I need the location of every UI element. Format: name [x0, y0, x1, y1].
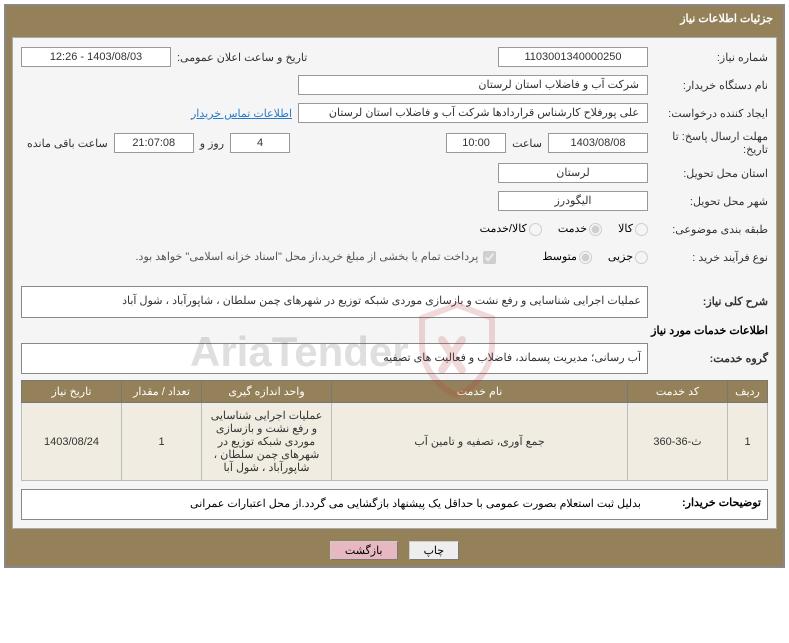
table-row: 1 ث-36-360 جمع آوری، تصفیه و تامین آب عم… [22, 403, 768, 481]
deadline-label: مهلت ارسال پاسخ: تا تاریخ: [648, 130, 768, 156]
form-content: شماره نیاز: 1103001340000250 تاریخ و ساع… [12, 37, 777, 529]
proc-medium-option[interactable]: متوسط [542, 250, 592, 264]
th-date: تاریخ نیاز [22, 381, 122, 403]
need-number-label: شماره نیاز: [648, 51, 768, 64]
print-button[interactable]: چاپ [409, 541, 460, 560]
buyer-org-label: نام دستگاه خریدار: [648, 79, 768, 92]
process-label: نوع فرآیند خرید : [648, 251, 768, 264]
overall-desc: عملیات اجرایی شناسایی و رفع نشت و بازساز… [21, 286, 648, 318]
main-panel: جزئیات اطلاعات نیاز شماره نیاز: 11030013… [4, 4, 785, 568]
overall-label: شرح کلی نیاز: [648, 295, 768, 308]
days-label: روز و [194, 137, 230, 150]
service-group-label: گروه خدمت: [648, 352, 768, 365]
deadline-date: 1403/08/08 [548, 133, 648, 153]
table-header-row: ردیف کد خدمت نام خدمت واحد اندازه گیری ت… [22, 381, 768, 403]
proc-small-radio [635, 251, 648, 264]
city-label: شهر محل تحویل: [648, 195, 768, 208]
th-code: کد خدمت [628, 381, 728, 403]
buyer-desc-box: توضیحات خریدار: بدلیل ثبت استعلام بصورت … [21, 489, 768, 520]
announce-label: تاریخ و ساعت اعلان عمومی: [171, 51, 313, 64]
cat-service-option[interactable]: خدمت [558, 222, 602, 236]
cat-service-radio [589, 223, 602, 236]
th-rowno: ردیف [728, 381, 768, 403]
days-value: 4 [230, 133, 290, 153]
city: الیگودرز [498, 191, 648, 211]
td-date: 1403/08/24 [22, 403, 122, 481]
th-name: نام خدمت [332, 381, 628, 403]
services-table: ردیف کد خدمت نام خدمت واحد اندازه گیری ت… [21, 380, 768, 481]
td-unit: عملیات اجرایی شناسایی و رفع نشت و بازساز… [202, 403, 332, 481]
td-code: ث-36-360 [628, 403, 728, 481]
proc-small-option[interactable]: جزیی [608, 250, 648, 264]
province: لرستان [498, 163, 648, 183]
buyer-desc-label: توضیحات خریدار: [641, 496, 761, 513]
cat-both-radio [529, 223, 542, 236]
requester-label: ایجاد کننده درخواست: [648, 107, 768, 120]
button-bar: چاپ بازگشت [6, 535, 783, 566]
cat-goods-radio [635, 223, 648, 236]
remain-value: 21:07:08 [114, 133, 194, 153]
remain-label: ساعت باقی مانده [21, 137, 114, 150]
need-number: 1103001340000250 [498, 47, 648, 67]
th-qty: تعداد / مقدار [122, 381, 202, 403]
category-label: طبقه بندی موضوعی: [648, 223, 768, 236]
back-button[interactable]: بازگشت [330, 541, 398, 560]
td-qty: 1 [122, 403, 202, 481]
payment-note-option[interactable]: پرداخت تمام یا بخشی از مبلغ خرید،از محل … [135, 250, 496, 264]
cat-goods-option[interactable]: کالا [618, 222, 648, 236]
cat-both-option[interactable]: کالا/خدمت [480, 222, 542, 236]
th-unit: واحد اندازه گیری [202, 381, 332, 403]
services-section: اطلاعات خدمات مورد نیاز [21, 324, 768, 337]
buyer-org: شرکت آب و فاضلاب استان لرستان [298, 75, 648, 95]
deadline-time: 10:00 [446, 133, 506, 153]
proc-medium-radio [579, 251, 592, 264]
announce-value: 1403/08/03 - 12:26 [21, 47, 171, 67]
time-label: ساعت [506, 137, 548, 150]
contact-link[interactable]: اطلاعات تماس خریدار [191, 107, 292, 120]
td-rowno: 1 [728, 403, 768, 481]
td-name: جمع آوری، تصفیه و تامین آب [332, 403, 628, 481]
payment-checkbox [483, 251, 496, 264]
buyer-desc-text: بدلیل ثبت استعلام بصورت عمومی با حداقل ی… [28, 496, 641, 513]
requester: علی پورفلاح کارشناس قراردادها شرکت آب و … [298, 103, 648, 123]
service-group: آب رسانی؛ مدیریت پسماند، فاضلاب و فعالیت… [21, 343, 648, 375]
panel-title: جزئیات اطلاعات نیاز [6, 6, 783, 31]
province-label: استان محل تحویل: [648, 167, 768, 180]
